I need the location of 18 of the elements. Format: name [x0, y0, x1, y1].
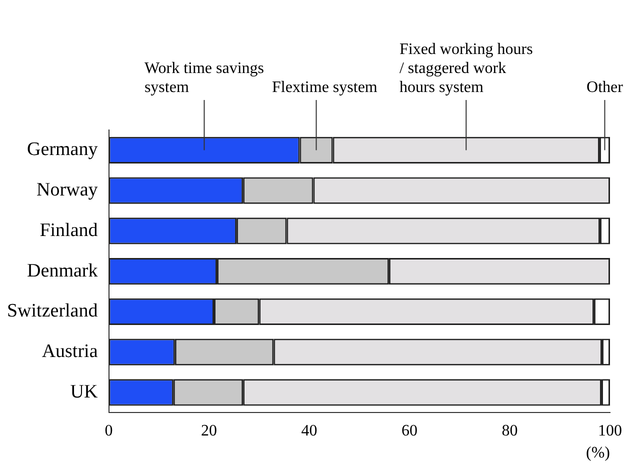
y-tick-label: Austria	[42, 341, 98, 362]
y-tick-label: Norway	[36, 180, 98, 201]
text: Work time savings system	[144, 60, 264, 96]
x-axis-title: (%)	[586, 444, 610, 462]
x-tick-label: 80	[502, 422, 518, 440]
y-tick-label: UK	[70, 381, 98, 402]
text: Flextime system	[272, 79, 378, 96]
x-tick-label: 20	[201, 422, 217, 440]
x-tick-label: 100	[598, 422, 622, 440]
y-tick-label: Denmark	[27, 260, 98, 282]
y-tick-label: Finland	[40, 220, 98, 241]
text: Fixed working hours / staggered work hours system	[399, 41, 533, 96]
text: Other	[586, 79, 624, 96]
x-tick-label: 60	[402, 422, 418, 440]
y-tick-label: Switzerland	[6, 300, 98, 322]
x-tick-label: 0	[104, 422, 113, 440]
y-tick-label: Germany	[27, 139, 98, 160]
x-tick-label: 40	[301, 422, 318, 440]
